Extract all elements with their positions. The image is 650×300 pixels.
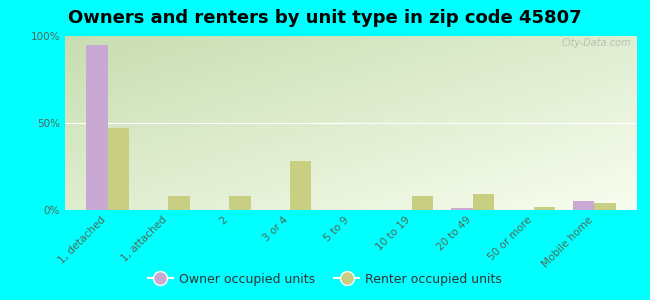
Legend: Owner occupied units, Renter occupied units: Owner occupied units, Renter occupied un… (143, 268, 507, 291)
Bar (534, 206, 555, 210)
Bar (290, 161, 311, 210)
Text: Owners and renters by unit type in zip code 45807: Owners and renters by unit type in zip c… (68, 9, 582, 27)
Text: City-Data.com: City-Data.com (562, 38, 631, 48)
Bar (108, 128, 129, 210)
Bar (229, 196, 251, 210)
Bar (168, 196, 190, 210)
Bar (451, 208, 473, 210)
Bar (412, 196, 433, 210)
Bar (573, 201, 594, 210)
Bar (594, 203, 616, 210)
Bar (473, 194, 494, 210)
Bar (86, 45, 108, 210)
